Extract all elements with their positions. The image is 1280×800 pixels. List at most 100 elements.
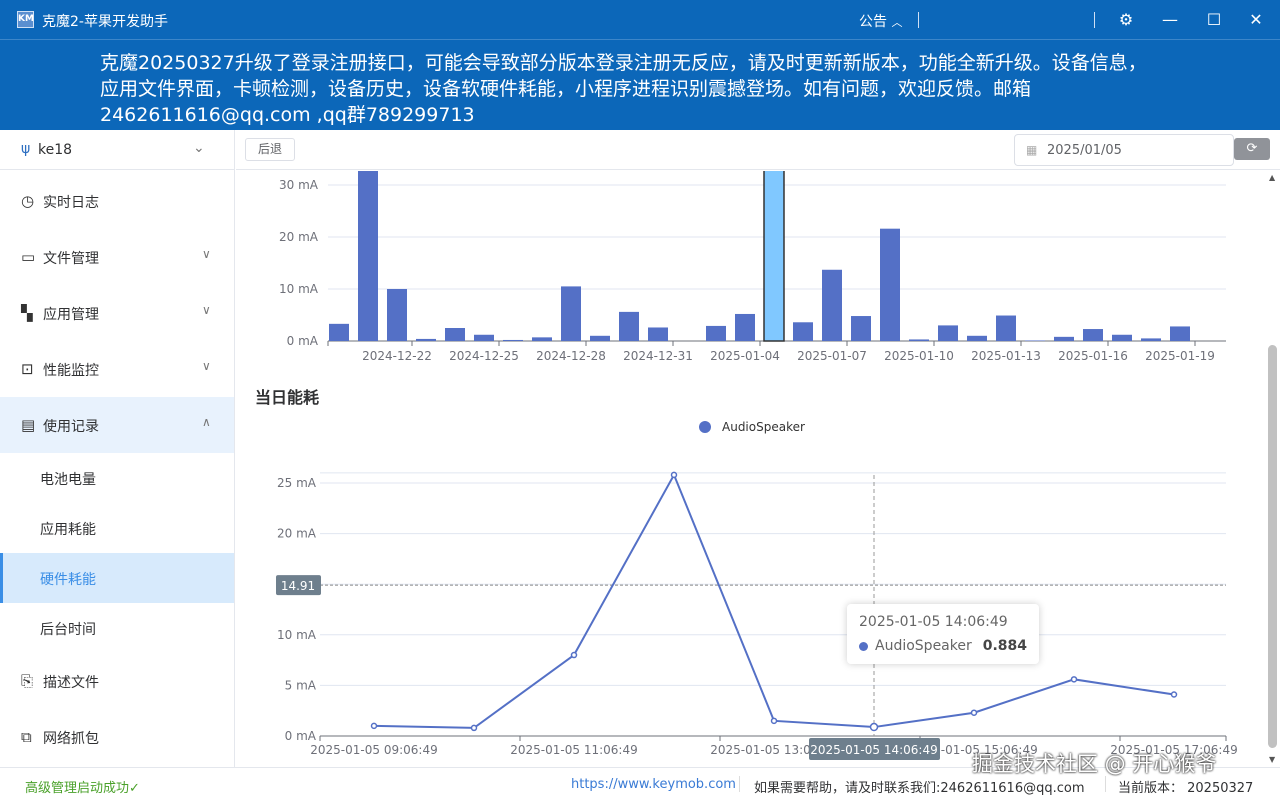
date-value: 2025/01/05 — [1047, 143, 1122, 158]
bar-2025-01-06 — [793, 322, 813, 341]
daily-bar-chart[interactable]: 0 mA 10 mA 20 mA 30 mA 2024-12-22 2024-12-25 2… — [236, 171, 1266, 371]
status-bar: 高级管理启动成功✓ https://www.keymob.com 如果需要帮助，… — [0, 767, 1280, 800]
sidebar-item-realtime-log[interactable]: ◷ 实时日志 — [0, 173, 234, 229]
crosshair-y-label-box — [276, 575, 321, 596]
notice-toggle-button[interactable]: 公告 ︿ — [859, 11, 902, 31]
sidebar-item-file-management[interactable]: ▭ 文件管理 ∨ — [0, 229, 234, 285]
app-logo: KM — [17, 11, 34, 28]
bar-2024-12-23 — [416, 338, 436, 341]
data-point — [970, 709, 978, 716]
bar-2025-01-16 — [1083, 329, 1103, 341]
sidebar-item-usage-records[interactable]: ▤ 使用记录 ∧ — [0, 397, 234, 453]
help-text: 如果需要帮助，请及时联系我们:2462611616@qq.com — [754, 781, 1085, 796]
sidebar-item-label: 应用耗能 — [40, 522, 96, 538]
chevron-down-icon: ∨ — [202, 247, 211, 261]
sidebar-item-packet-capture[interactable]: ⧉ 网络抓包 — [0, 709, 234, 765]
close-icon[interactable]: ✕ — [1249, 10, 1263, 29]
section-title: 当日能耗 — [255, 388, 320, 407]
sidebar-item-app-energy[interactable]: 应用耗能 — [0, 503, 234, 553]
log-icon: ◷ — [21, 192, 35, 210]
bar-2024-12-22 — [387, 289, 407, 341]
divider — [1105, 776, 1106, 792]
bar-2024-12-27 — [532, 337, 552, 341]
sidebar-item-label: 网络抓包 — [43, 731, 99, 747]
title-bar: KM 克魔2-苹果开发助手 公告 ︿ ⚙ — ☐ ✕ — [0, 0, 1280, 40]
data-point — [370, 722, 378, 730]
folder-icon: ▭ — [21, 248, 36, 266]
scrollbar[interactable]: ▲ ▼ — [1266, 171, 1280, 767]
bar-2024-12-28 — [561, 286, 581, 341]
sidebar-item-profiles[interactable]: ⎘ 描述文件 — [0, 653, 234, 709]
crosshair-y-label: 14.91 — [281, 579, 315, 593]
refresh-icon: ⟳ — [1246, 141, 1258, 156]
data-point — [770, 717, 778, 725]
bar-2025-01-17 — [1112, 334, 1132, 341]
sidebar-item-app-management[interactable]: ▚ 应用管理 ∨ — [0, 285, 234, 341]
y-tick-label: 0 mA — [287, 334, 319, 348]
chevron-down-icon: ∨ — [202, 359, 211, 373]
x-tick-label: 2025-01-16 — [1058, 349, 1128, 363]
y-tick-label: 5 mA — [285, 678, 317, 692]
chevron-up-icon: ︿ — [891, 16, 903, 29]
data-point — [470, 724, 478, 732]
sidebar-item-label: 文件管理 — [43, 251, 99, 267]
crosshair-x-label-box — [809, 738, 940, 760]
scroll-up-icon[interactable]: ▲ — [1269, 173, 1276, 182]
bar-2025-01-10 — [909, 339, 929, 341]
settings-gear-icon[interactable]: ⚙ — [1118, 10, 1134, 29]
device-selector[interactable]: ψ ke18 ⌄ — [0, 130, 234, 170]
calendar-icon: ▦ — [1026, 143, 1038, 157]
maximize-icon[interactable]: ☐ — [1206, 10, 1222, 29]
legend-dot-icon — [699, 421, 711, 433]
bar-2025-01-18 — [1141, 338, 1161, 341]
data-point — [1170, 691, 1178, 698]
sidebar-item-background-time[interactable]: 后台时间 — [0, 603, 234, 653]
data-point — [670, 471, 678, 479]
divider — [1094, 12, 1095, 28]
announcement-banner: 克魔20250327升级了登录注册接口，可能会导致部分版本登录注册无反应，请及时… — [0, 40, 1280, 130]
sidebar-item-battery[interactable]: 电池电量 — [0, 453, 234, 503]
bar-2025-01-13 — [996, 315, 1016, 341]
sidebar-item-label: 使用记录 — [43, 419, 99, 435]
bar-2024-12-29 — [590, 335, 610, 341]
sidebar-item-label: 性能监控 — [43, 363, 99, 379]
tooltip-series: AudioSpeaker — [875, 638, 972, 654]
sidebar-item-label: 电池电量 — [40, 472, 96, 488]
bar-2024-12-21 — [358, 171, 378, 341]
sidebar-item-hardware-energy[interactable]: 硬件耗能 — [0, 553, 234, 603]
list-icon: ▤ — [21, 416, 36, 434]
scroll-down-icon[interactable]: ▼ — [1269, 755, 1276, 764]
notice-label: 公告 — [859, 14, 887, 30]
y-tick-label: 30 mA — [279, 178, 319, 192]
refresh-button[interactable]: ⟳ — [1234, 138, 1270, 160]
divider — [918, 12, 919, 28]
x-tick-label: 2025-01-05 17:06:49 — [1110, 743, 1237, 757]
bar-2025-01-14 — [1025, 340, 1045, 341]
series-dot-icon — [859, 642, 868, 651]
x-tick-label: 2025-01-05 15:06:49 — [910, 743, 1037, 757]
bar-2024-12-25 — [474, 334, 494, 341]
website-link[interactable]: https://www.keymob.com — [571, 777, 736, 792]
y-tick-label: 10 mA — [277, 628, 317, 642]
x-tick-label: 2024-12-31 — [623, 349, 693, 363]
bar-2024-12-31 — [648, 327, 668, 341]
data-point — [869, 722, 879, 732]
date-picker[interactable]: ▦ 2025/01/05 — [1014, 134, 1234, 166]
scrollbar-thumb[interactable] — [1268, 345, 1277, 748]
x-tick-label: 2024-12-25 — [449, 349, 519, 363]
bar-2025-01-03 — [706, 325, 726, 341]
announcement-text: 克魔20250327升级了登录注册接口，可能会导致部分版本登录注册无反应，请及时… — [100, 52, 1147, 126]
hourly-line-chart[interactable]: AudioSpeaker 0 mA 5 mA 10 mA 20 mA 25 mA 2025-… — [236, 407, 1266, 767]
sidebar-item-label: 后台时间 — [40, 622, 96, 638]
minimize-icon[interactable]: — — [1162, 10, 1178, 29]
sidebar-item-performance[interactable]: ⊡ 性能监控 ∨ — [0, 341, 234, 397]
bar-2025-01-15 — [1054, 336, 1074, 341]
series-line — [373, 472, 1175, 729]
status-text: 高级管理启动成功✓ — [25, 781, 140, 796]
bar-2025-01-19 — [1170, 326, 1190, 341]
usb-icon: ψ — [21, 141, 31, 157]
sidebar-item-label: 硬件耗能 — [40, 572, 96, 588]
y-tick-label: 20 mA — [279, 230, 319, 244]
back-button[interactable]: 后退 — [245, 138, 295, 161]
bar-2024-12-20 — [329, 323, 349, 341]
